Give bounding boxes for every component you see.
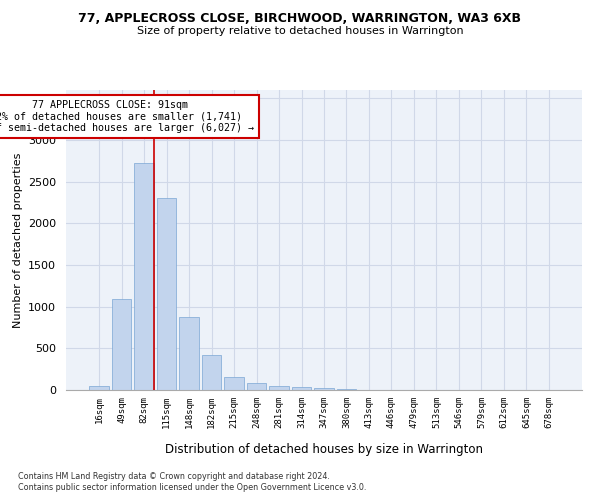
Bar bbox=[224, 376, 244, 390]
Y-axis label: Number of detached properties: Number of detached properties bbox=[13, 152, 23, 328]
Bar bbox=[314, 388, 334, 390]
Bar bbox=[89, 386, 109, 390]
Bar bbox=[337, 389, 356, 390]
Text: Size of property relative to detached houses in Warrington: Size of property relative to detached ho… bbox=[137, 26, 463, 36]
Text: 77, APPLECROSS CLOSE, BIRCHWOOD, WARRINGTON, WA3 6XB: 77, APPLECROSS CLOSE, BIRCHWOOD, WARRING… bbox=[79, 12, 521, 26]
Bar bbox=[179, 316, 199, 390]
Bar bbox=[157, 198, 176, 390]
Bar bbox=[292, 387, 311, 390]
Bar bbox=[269, 386, 289, 390]
Bar bbox=[202, 355, 221, 390]
Bar bbox=[247, 382, 266, 390]
Bar bbox=[134, 164, 154, 390]
Text: 77 APPLECROSS CLOSE: 91sqm
← 22% of detached houses are smaller (1,741)
77% of s: 77 APPLECROSS CLOSE: 91sqm ← 22% of deta… bbox=[0, 100, 254, 133]
Text: Contains public sector information licensed under the Open Government Licence v3: Contains public sector information licen… bbox=[18, 483, 367, 492]
Text: Distribution of detached houses by size in Warrington: Distribution of detached houses by size … bbox=[165, 442, 483, 456]
Text: Contains HM Land Registry data © Crown copyright and database right 2024.: Contains HM Land Registry data © Crown c… bbox=[18, 472, 330, 481]
Bar bbox=[112, 299, 131, 390]
